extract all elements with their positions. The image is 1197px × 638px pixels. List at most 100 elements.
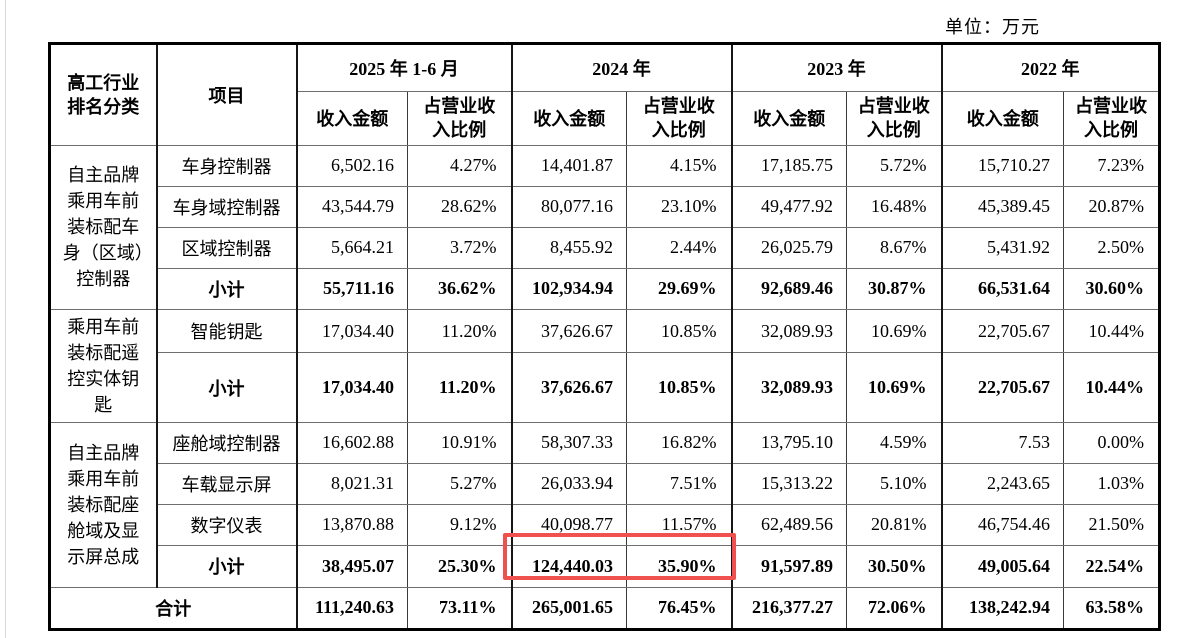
- category-cell-group1: 自主品牌乘用车前装标配车身（区域）控制器: [49, 144, 157, 310]
- revenue-cell: 5,431.92: [940, 226, 1064, 269]
- header-period-2022: 2022 年: [940, 43, 1160, 92]
- ratio-cell: 16.82%: [626, 421, 732, 464]
- revenue-cell: 55,711.16: [295, 267, 408, 310]
- revenue-cell: 14,401.87: [510, 144, 627, 187]
- header-revenue-2023: 收入金额: [730, 91, 847, 146]
- revenue-cell: 265,001.65: [510, 586, 627, 630]
- ratio-cell: 10.85%: [626, 352, 732, 423]
- table-row: 自主品牌乘用车前装标配车身（区域）控制器 车身控制器 6,502.16 4.27…: [49, 144, 1160, 310]
- header-period-2024: 2024 年: [510, 43, 732, 92]
- revenue-cell: 216,377.27: [730, 586, 847, 630]
- ratio-cell: 73.11%: [407, 586, 512, 630]
- ratio-cell: 9.12%: [407, 503, 512, 546]
- revenue-cell: 62,489.56: [730, 503, 847, 546]
- table-row: 数字仪表 13,870.88 9.12% 40,098.77 11.57% 62…: [50, 503, 1160, 546]
- ratio-cell: 11.20%: [407, 352, 512, 423]
- revenue-cell: 26,033.94: [510, 462, 627, 505]
- revenue-cell: 38,495.07: [295, 544, 408, 588]
- revenue-cell: 43,544.79: [295, 185, 408, 228]
- revenue-cell: 80,077.16: [510, 185, 627, 228]
- revenue-cell: 13,795.10: [730, 421, 847, 464]
- ratio-cell: 16.48%: [846, 185, 942, 228]
- subtotal-row: 小计 55,711.16 36.62% 102,934.94 29.69% 92…: [50, 267, 1160, 310]
- header-period-2023: 2023 年: [730, 43, 942, 92]
- header-ratio-2023: 占营业收入比例: [846, 91, 942, 146]
- header-revenue-2025: 收入金额: [295, 91, 408, 146]
- item-cell: 区域控制器: [155, 226, 297, 269]
- ratio-cell: 23.10%: [626, 185, 732, 228]
- item-cell: 车身控制器: [155, 144, 297, 187]
- revenue-cell: 91,597.89: [730, 544, 847, 588]
- ratio-cell: 76.45%: [626, 586, 732, 630]
- ratio-cell-highlighted: 35.90%: [626, 544, 732, 588]
- ratio-cell: 4.15%: [626, 144, 732, 187]
- revenue-cell: 49,477.92: [730, 185, 847, 228]
- ratio-cell: 5.10%: [846, 462, 942, 505]
- unit-label: 单位：万元: [945, 17, 1040, 37]
- item-cell: 车身域控制器: [155, 185, 297, 228]
- table-row: 区域控制器 5,664.21 3.72% 8,455.92 2.44% 26,0…: [50, 226, 1160, 269]
- ratio-cell: 5.27%: [407, 462, 512, 505]
- header-revenue-2024: 收入金额: [510, 91, 627, 146]
- ratio-cell: 30.60%: [1063, 267, 1160, 310]
- revenue-cell: 26,025.79: [730, 226, 847, 269]
- category-cell-group3: 自主品牌乘用车前装标配座舱域及显示屏总成: [49, 421, 157, 588]
- ratio-cell: 25.30%: [407, 544, 512, 588]
- revenue-cell: 22,705.67: [940, 308, 1064, 354]
- revenue-cell: 66,531.64: [940, 267, 1064, 310]
- revenue-cell: 7.53: [940, 421, 1064, 464]
- item-cell: 智能钥匙: [155, 308, 297, 354]
- revenue-cell: 49,005.64: [940, 544, 1064, 588]
- ratio-cell: 2.50%: [1063, 226, 1160, 269]
- revenue-cell: 40,098.77: [510, 503, 627, 546]
- ratio-cell: 11.20%: [407, 308, 512, 354]
- ratio-cell: 29.69%: [626, 267, 732, 310]
- header-row-subcolumns: 收入金额 占营业收入比例 收入金额 占营业收入比例 收入金额 占营业收入比例 收…: [50, 91, 1160, 146]
- ratio-cell: 7.51%: [626, 462, 732, 505]
- revenue-cell: 111,240.63: [295, 586, 408, 630]
- ratio-cell: 11.57%: [626, 503, 732, 546]
- ratio-cell: 20.87%: [1063, 185, 1160, 228]
- item-cell: 车载显示屏: [155, 462, 297, 505]
- table-row: 乘用车前装标配遥控实体钥匙 智能钥匙 17,034.40 11.20% 37,6…: [49, 308, 1160, 423]
- revenue-cell: 15,710.27: [940, 144, 1064, 187]
- header-ratio-2022: 占营业收入比例: [1063, 91, 1160, 146]
- revenue-cell: 58,307.33: [510, 421, 627, 464]
- revenue-cell: 13,870.88: [295, 503, 408, 546]
- ratio-cell: 20.81%: [846, 503, 942, 546]
- revenue-cell: 32,089.93: [730, 308, 847, 354]
- ratio-cell: 5.72%: [846, 144, 942, 187]
- header-category: 高工行业排名分类: [49, 43, 157, 146]
- subtotal-label: 小计: [155, 544, 297, 588]
- revenue-cell: 8,021.31: [295, 462, 408, 505]
- revenue-cell: 46,754.46: [940, 503, 1064, 546]
- revenue-cell: 6,502.16: [295, 144, 408, 187]
- header-revenue-2022: 收入金额: [940, 91, 1064, 146]
- ratio-cell: 10.69%: [846, 352, 942, 423]
- revenue-cell: 37,626.67: [510, 308, 627, 354]
- ratio-cell: 21.50%: [1063, 503, 1160, 546]
- revenue-cell: 92,689.46: [730, 267, 847, 310]
- revenue-cell: 15,313.22: [730, 462, 847, 505]
- total-label: 合计: [49, 586, 297, 630]
- subtotal-label: 小计: [155, 352, 297, 423]
- revenue-cell: 17,185.75: [730, 144, 847, 187]
- ratio-cell: 30.50%: [846, 544, 942, 588]
- ratio-cell: 10.85%: [626, 308, 732, 354]
- ratio-cell: 10.44%: [1063, 308, 1160, 354]
- revenue-cell: 22,705.67: [940, 352, 1064, 423]
- revenue-cell: 45,389.45: [940, 185, 1064, 228]
- header-item: 项目: [155, 43, 297, 146]
- table-row: 车身域控制器 43,544.79 28.62% 80,077.16 23.10%…: [50, 185, 1160, 228]
- ratio-cell: 4.59%: [846, 421, 942, 464]
- revenue-cell: 5,664.21: [295, 226, 408, 269]
- ratio-cell: 10.91%: [407, 421, 512, 464]
- revenue-cell: 17,034.40: [295, 308, 408, 354]
- item-cell: 数字仪表: [155, 503, 297, 546]
- ratio-cell: 1.03%: [1063, 462, 1160, 505]
- revenue-cell-highlighted: 124,440.03: [510, 544, 627, 588]
- revenue-cell: 138,242.94: [940, 586, 1064, 630]
- revenue-cell: 17,034.40: [295, 352, 408, 423]
- ratio-cell: 63.58%: [1063, 586, 1160, 630]
